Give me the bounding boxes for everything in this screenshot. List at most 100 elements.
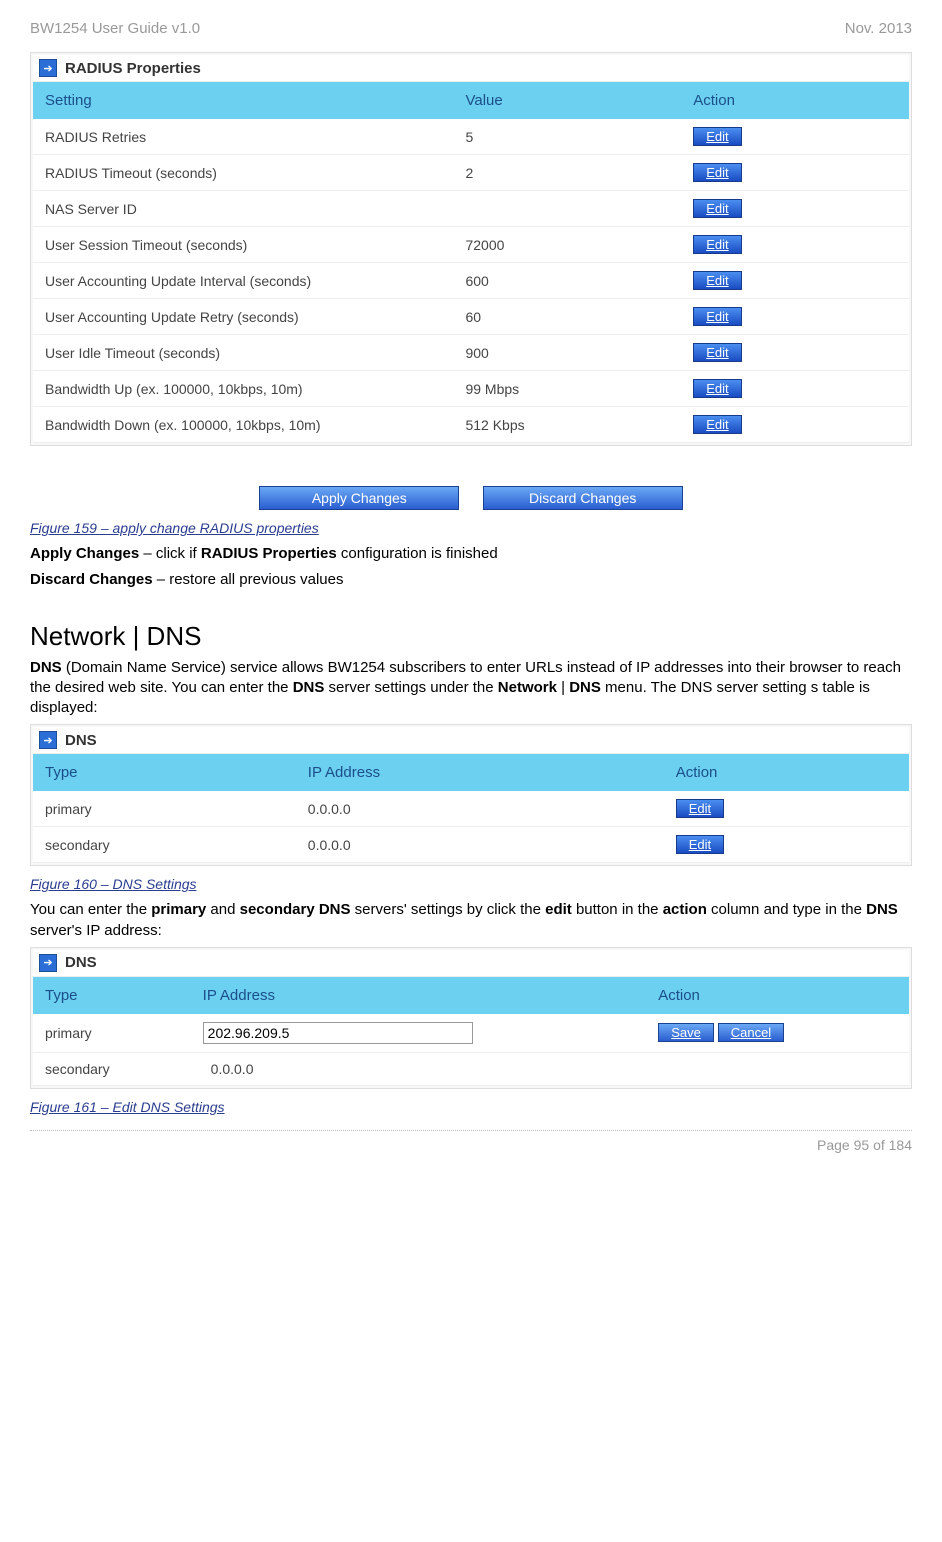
- text: servers' settings by click the: [351, 901, 546, 918]
- cell-ip: 0.0.0.0: [191, 1052, 647, 1085]
- cell-value: 60: [453, 299, 681, 335]
- cell-type: primary: [33, 1014, 191, 1053]
- edit-button[interactable]: Edit: [693, 307, 741, 326]
- col-value: Value: [453, 82, 681, 119]
- cell-action: Save Cancel: [646, 1014, 909, 1053]
- cell-setting: User Accounting Update Retry (seconds): [33, 299, 453, 335]
- button-row: Apply Changes Discard Changes: [30, 486, 912, 510]
- col-ip: IP Address: [191, 977, 647, 1014]
- section-heading: Network | DNS: [30, 621, 912, 652]
- edit-button[interactable]: Edit: [693, 415, 741, 434]
- panel-title-bar: ➔ DNS: [33, 950, 909, 977]
- arrow-right-icon: ➔: [39, 731, 57, 749]
- cancel-button[interactable]: Cancel: [718, 1023, 784, 1042]
- edit-button[interactable]: Edit: [693, 163, 741, 182]
- edit-button[interactable]: Edit: [693, 235, 741, 254]
- col-action: Action: [664, 754, 909, 791]
- page-footer: Page 95 of 184: [30, 1130, 912, 1153]
- col-ip: IP Address: [296, 754, 664, 791]
- edit-button[interactable]: Edit: [693, 199, 741, 218]
- text: server's IP address:: [30, 922, 162, 939]
- cell-action: Edit: [681, 299, 909, 335]
- cell-setting: Bandwidth Up (ex. 100000, 10kbps, 10m): [33, 371, 453, 407]
- cell-type: secondary: [33, 827, 296, 863]
- cell-action: Edit: [681, 155, 909, 191]
- cell-value: 5: [453, 119, 681, 155]
- discard-changes-button[interactable]: Discard Changes: [483, 486, 683, 510]
- bold-text: secondary DNS: [240, 901, 351, 918]
- edit-button[interactable]: Edit: [693, 271, 741, 290]
- cell-setting: RADIUS Retries: [33, 119, 453, 155]
- cell-type: secondary: [33, 1052, 191, 1085]
- cell-setting: User Session Timeout (seconds): [33, 227, 453, 263]
- cell-setting: User Accounting Update Interval (seconds…: [33, 263, 453, 299]
- edit-button[interactable]: Edit: [693, 343, 741, 362]
- cell-setting: User Idle Timeout (seconds): [33, 335, 453, 371]
- radius-properties-panel: ➔ RADIUS Properties Setting Value Action…: [30, 52, 912, 446]
- panel-title-bar: ➔ DNS: [33, 727, 909, 754]
- body-text: DNS (Domain Name Service) service allows…: [30, 658, 912, 719]
- doc-date: Nov. 2013: [845, 20, 912, 37]
- bold-text: edit: [545, 901, 572, 918]
- radius-table: Setting Value Action RADIUS Retries5 Edit…: [33, 82, 909, 443]
- table-row: User Accounting Update Interval (seconds…: [33, 263, 909, 299]
- dns-edit-table: Type IP Address Action primary Save Canc…: [33, 977, 909, 1086]
- cell-setting: RADIUS Timeout (seconds): [33, 155, 453, 191]
- panel-title: RADIUS Properties: [65, 60, 201, 77]
- text: column and type in the: [707, 901, 866, 918]
- table-row: User Session Timeout (seconds)72000Edit: [33, 227, 909, 263]
- cell-action: Edit: [681, 407, 909, 443]
- apply-changes-button[interactable]: Apply Changes: [259, 486, 459, 510]
- table-row: NAS Server ID Edit: [33, 191, 909, 227]
- body-text: Discard Changes – restore all previous v…: [30, 570, 912, 590]
- cell-action: Edit: [681, 119, 909, 155]
- text: button in the: [572, 901, 663, 918]
- dns-edit-panel: ➔ DNS Type IP Address Action primary Sav…: [30, 947, 912, 1089]
- col-action: Action: [681, 82, 909, 119]
- cell-action: Edit: [681, 227, 909, 263]
- table-row: RADIUS Retries5 Edit: [33, 119, 909, 155]
- panel-title: DNS: [65, 954, 97, 971]
- cell-setting: Bandwidth Down (ex. 100000, 10kbps, 10m): [33, 407, 453, 443]
- table-row: Bandwidth Down (ex. 100000, 10kbps, 10m)…: [33, 407, 909, 443]
- dns-panel: ➔ DNS Type IP Address Action primary0.0.…: [30, 724, 912, 866]
- cell-ip-edit: [191, 1014, 647, 1053]
- cell-action: Edit: [681, 263, 909, 299]
- table-header-row: Setting Value Action: [33, 82, 909, 119]
- body-text: You can enter the primary and secondary …: [30, 900, 912, 941]
- table-row: primary Save Cancel: [33, 1014, 909, 1053]
- bold-text: DNS: [30, 659, 62, 676]
- edit-button[interactable]: Edit: [693, 379, 741, 398]
- table-row: primary0.0.0.0 Edit: [33, 791, 909, 827]
- text: configuration is finished: [337, 545, 498, 562]
- edit-button[interactable]: Edit: [676, 799, 724, 818]
- cell-action: Edit: [681, 371, 909, 407]
- save-button[interactable]: Save: [658, 1023, 714, 1042]
- text: – restore all previous values: [153, 571, 344, 588]
- cell-action: [646, 1052, 909, 1085]
- bold-text: Apply Changes: [30, 545, 139, 562]
- table-row: secondary 0.0.0.0: [33, 1052, 909, 1085]
- text: – click if: [139, 545, 201, 562]
- cell-ip: 0.0.0.0: [296, 791, 664, 827]
- dns-table: Type IP Address Action primary0.0.0.0Edi…: [33, 754, 909, 863]
- bold-text: Discard Changes: [30, 571, 153, 588]
- edit-button[interactable]: Edit: [676, 835, 724, 854]
- col-type: Type: [33, 977, 191, 1014]
- text: server settings under the: [324, 679, 497, 696]
- arrow-right-icon: ➔: [39, 954, 57, 972]
- bold-text: DNS: [293, 679, 325, 696]
- table-row: secondary0.0.0.0Edit: [33, 827, 909, 863]
- cell-value: 600: [453, 263, 681, 299]
- table-row: User Idle Timeout (seconds)900Edit: [33, 335, 909, 371]
- cell-type: primary: [33, 791, 296, 827]
- page-header: BW1254 User Guide v1.0 Nov. 2013: [30, 20, 912, 37]
- table-row: User Accounting Update Retry (seconds)60…: [33, 299, 909, 335]
- cell-value: 99 Mbps: [453, 371, 681, 407]
- ip-address-input[interactable]: [203, 1022, 473, 1044]
- cell-action: Edit: [664, 827, 909, 863]
- text: |: [557, 679, 569, 696]
- bold-text: Network: [498, 679, 557, 696]
- edit-button[interactable]: Edit: [693, 127, 741, 146]
- cell-setting: NAS Server ID: [33, 191, 453, 227]
